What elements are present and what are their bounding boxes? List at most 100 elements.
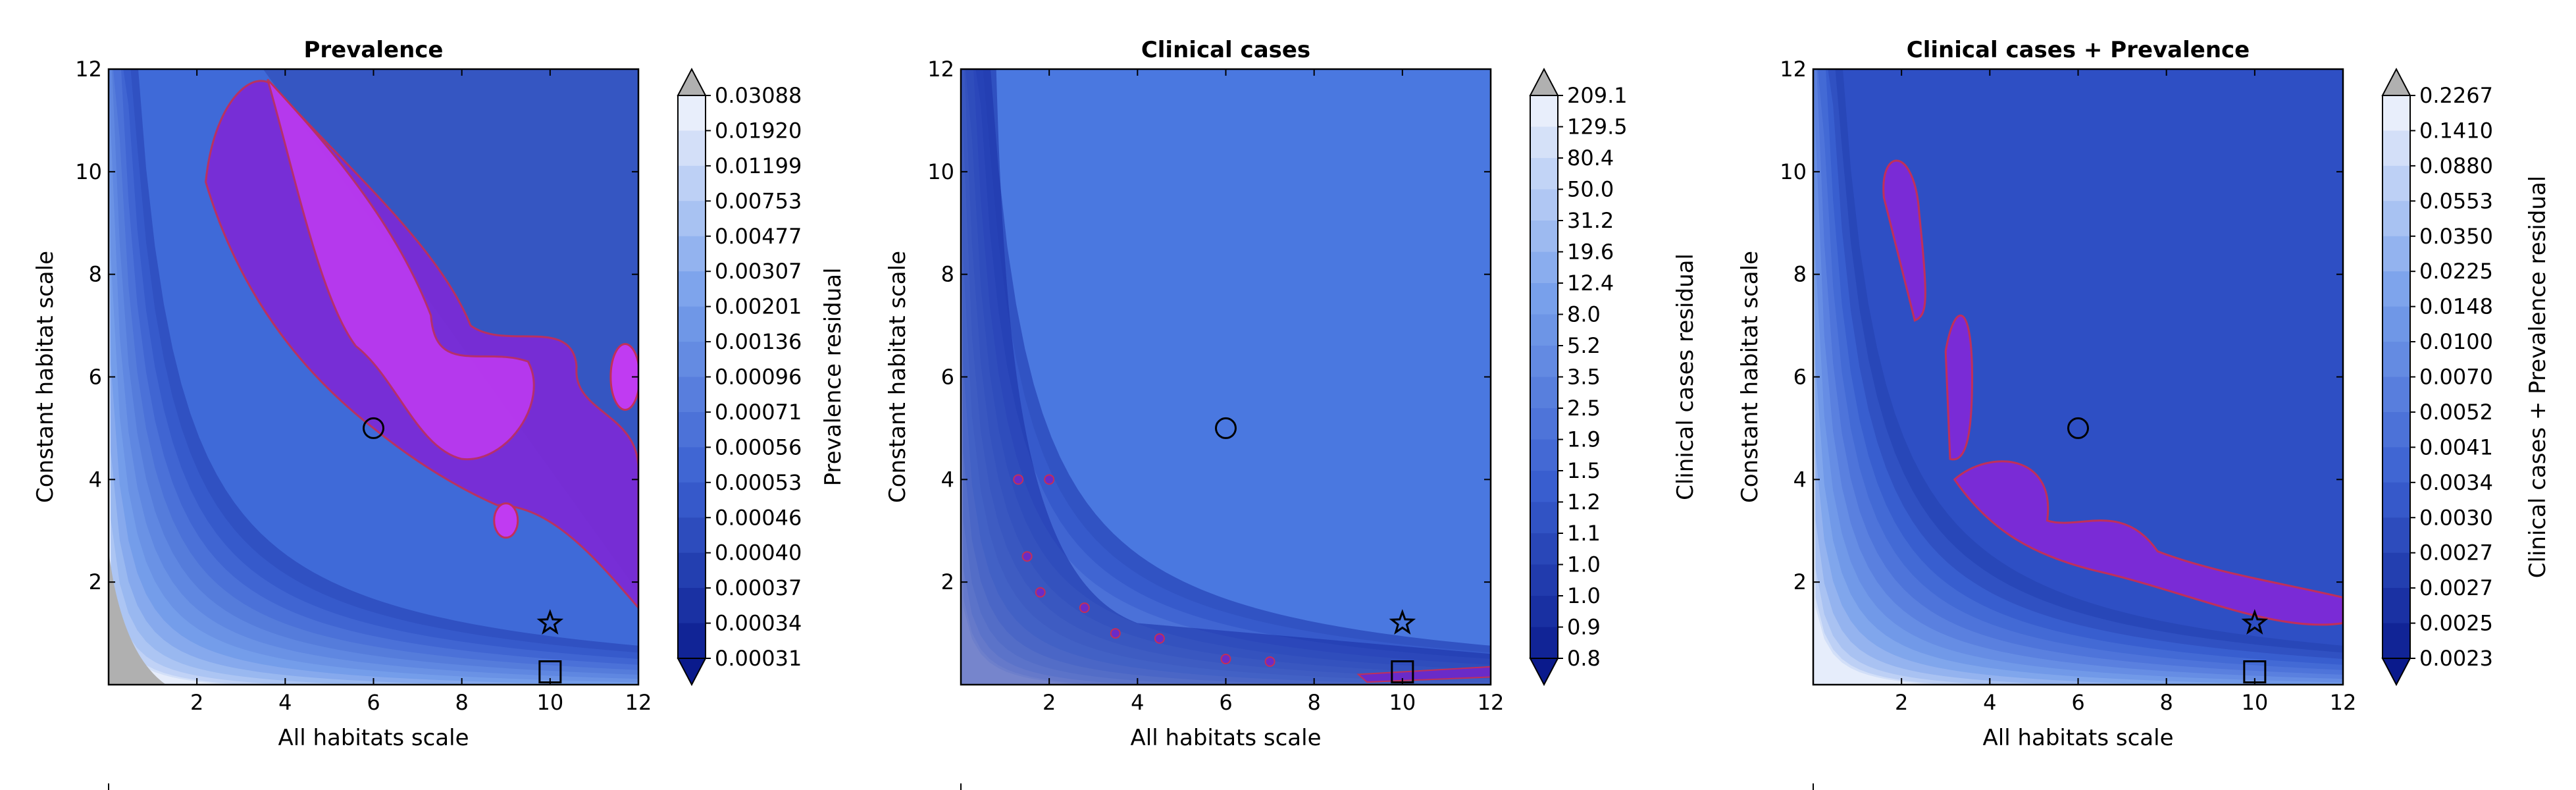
colorbar-tick-label: 0.00096 <box>715 365 802 390</box>
y-tick-label: 6 <box>89 365 102 390</box>
colorbar-segment-13 <box>2383 517 2410 554</box>
colorbar-tick-label: 1.9 <box>1567 427 1601 452</box>
colorbar-segment-15 <box>678 588 706 624</box>
colorbar-tick-label: 0.00753 <box>715 188 802 213</box>
red-spot-4 <box>1079 602 1090 614</box>
red-spot-2 <box>1021 551 1033 562</box>
x-tick-label: 4 <box>1131 690 1144 715</box>
colorbar-segment-10 <box>678 411 706 448</box>
purple-region-3 <box>1953 460 2343 626</box>
colorbar-tick-label: 0.9 <box>1567 615 1601 640</box>
dark-edge <box>961 69 1491 685</box>
colorbar-segment-2 <box>678 130 706 167</box>
colorbar-tick-label: 1.0 <box>1567 552 1601 577</box>
y-tick-label: 2 <box>1793 569 1807 594</box>
red-spot-8 <box>1154 633 1165 644</box>
colorbar-segment-1 <box>1530 95 1558 127</box>
red-spot-1 <box>1044 474 1055 485</box>
colorbar-tick-label: 129.5 <box>1567 115 1628 140</box>
colorbar-tick-label: 0.00307 <box>715 259 802 284</box>
colorbar-under-triangle <box>2381 658 2411 687</box>
colorbar-tick-label: 0.0880 <box>2419 153 2493 178</box>
colorbar: 0.03088 0.01920 0.01199 0.00753 0.00477 0.003… <box>677 67 846 687</box>
colorbar-segment-7 <box>1530 283 1558 315</box>
x-tick-label: 10 <box>1389 690 1416 715</box>
purple-region-2 <box>1944 314 1974 461</box>
red-spot-6 <box>1220 654 1231 665</box>
colorbar-segment-16 <box>2383 623 2410 659</box>
colorbar-segment-8 <box>2383 342 2410 377</box>
colorbar-segment-15 <box>1530 533 1558 565</box>
colorbar-tick-label: 0.0070 <box>2419 365 2493 390</box>
x-axis-label: All habitats scale <box>1983 725 2174 751</box>
colorbar-segment-12 <box>1530 439 1558 471</box>
colorbar-segment-4 <box>678 201 706 237</box>
colorbar-label: Clinical cases residual <box>1672 253 1699 500</box>
colorbar-over-triangle <box>2381 67 2411 96</box>
colorbar-over-triangle <box>677 67 707 96</box>
colorbar-tick-label: 0.00037 <box>715 575 802 600</box>
colorbar-segment-11 <box>678 447 706 483</box>
colorbar: 0.2267 0.1410 0.0880 0.0553 0.0350 0.0225 0.01… <box>2381 67 2551 687</box>
colorbar-tick-label: 0.8 <box>1567 646 1601 671</box>
colorbar-tick-label: 0.00046 <box>715 505 802 530</box>
colorbar-tick-label: 0.0350 <box>2419 224 2493 249</box>
x-tick-label: 6 <box>2071 690 2084 715</box>
chart-panel-2: 2 4 6 8 10 12 2 4 6 8 10 12 Clinical cases All habita… <box>885 37 1699 790</box>
contour-band-9 <box>1813 69 2343 685</box>
y-tick-label: 4 <box>89 467 102 492</box>
over-range-region <box>109 551 167 685</box>
colorbar-tick-label: 0.0025 <box>2419 611 2493 636</box>
circle-marker <box>2067 417 2089 439</box>
chart-title: Prevalence <box>304 37 444 63</box>
colorbar-tick-label: 0.00056 <box>715 434 802 460</box>
chart-title: Clinical cases + Prevalence <box>1907 37 2250 63</box>
colorbar-segment-2 <box>1530 126 1558 159</box>
colorbar-tick-label: 0.03088 <box>715 83 802 108</box>
y-tick-label: 4 <box>1793 467 1807 492</box>
purple-region-1 <box>1882 159 1926 322</box>
colorbar-segment-8 <box>1530 314 1558 346</box>
colorbar: 209.1 129.5 80.4 50.0 31.2 19.6 12.4 8.0 5.2 3.5 2… <box>1529 67 1699 687</box>
red-spot-7 <box>1264 656 1275 667</box>
x-tick-label: 6 <box>367 690 380 715</box>
colorbar-tick-label: 0.0023 <box>2419 646 2493 671</box>
x-tick-label: 4 <box>278 690 292 715</box>
y-tick-label: 12 <box>1780 57 1807 82</box>
y-tick-label: 12 <box>75 57 102 82</box>
colorbar-tick-label: 0.00201 <box>715 294 802 319</box>
colorbar-segment-3 <box>678 165 706 201</box>
colorbar-tick-label: 0.00477 <box>715 224 802 249</box>
red-spot-3 <box>1035 587 1046 598</box>
colorbar-tick-label: 0.0030 <box>2419 505 2493 530</box>
x-tick-label: 12 <box>2330 690 2357 715</box>
colorbar-tick-label: 2.5 <box>1567 396 1601 421</box>
red-spot-5 <box>1110 628 1121 639</box>
y-tick-label: 10 <box>75 159 102 184</box>
colorbar-segment-12 <box>678 482 706 518</box>
colorbar-segment-9 <box>678 377 706 413</box>
colorbar-tick-label: 0.0148 <box>2419 294 2493 319</box>
x-tick-label: 12 <box>625 690 652 715</box>
colorbar-tick-label: 1.5 <box>1567 458 1601 483</box>
contour-band-9 <box>109 69 638 685</box>
y-axis-label: Constant habitat scale <box>32 251 59 503</box>
x-tick-label: 12 <box>1478 690 1505 715</box>
colorbar-tick-label: 0.00053 <box>715 470 802 495</box>
colorbar-segment-5 <box>2383 236 2410 272</box>
colorbar-segment-4 <box>1530 189 1558 221</box>
colorbar-tick-label: 0.00034 <box>715 611 802 636</box>
colorbar-segment-6 <box>2383 271 2410 307</box>
heatmap-field <box>109 69 638 685</box>
magenta-region <box>267 78 535 460</box>
colorbar-tick-label: 1.0 <box>1567 583 1601 608</box>
star-marker <box>1389 609 1416 635</box>
colorbar-segment-3 <box>1530 158 1558 190</box>
x-tick-label: 2 <box>1043 690 1056 715</box>
y-tick-label: 4 <box>941 467 954 492</box>
colorbar-segment-2 <box>2383 130 2410 167</box>
colorbar-segment-13 <box>1530 471 1558 502</box>
colorbar-tick-label: 0.00031 <box>715 646 802 671</box>
colorbar-tick-label: 8.0 <box>1567 302 1601 327</box>
colorbar-segment-17 <box>1530 596 1558 627</box>
